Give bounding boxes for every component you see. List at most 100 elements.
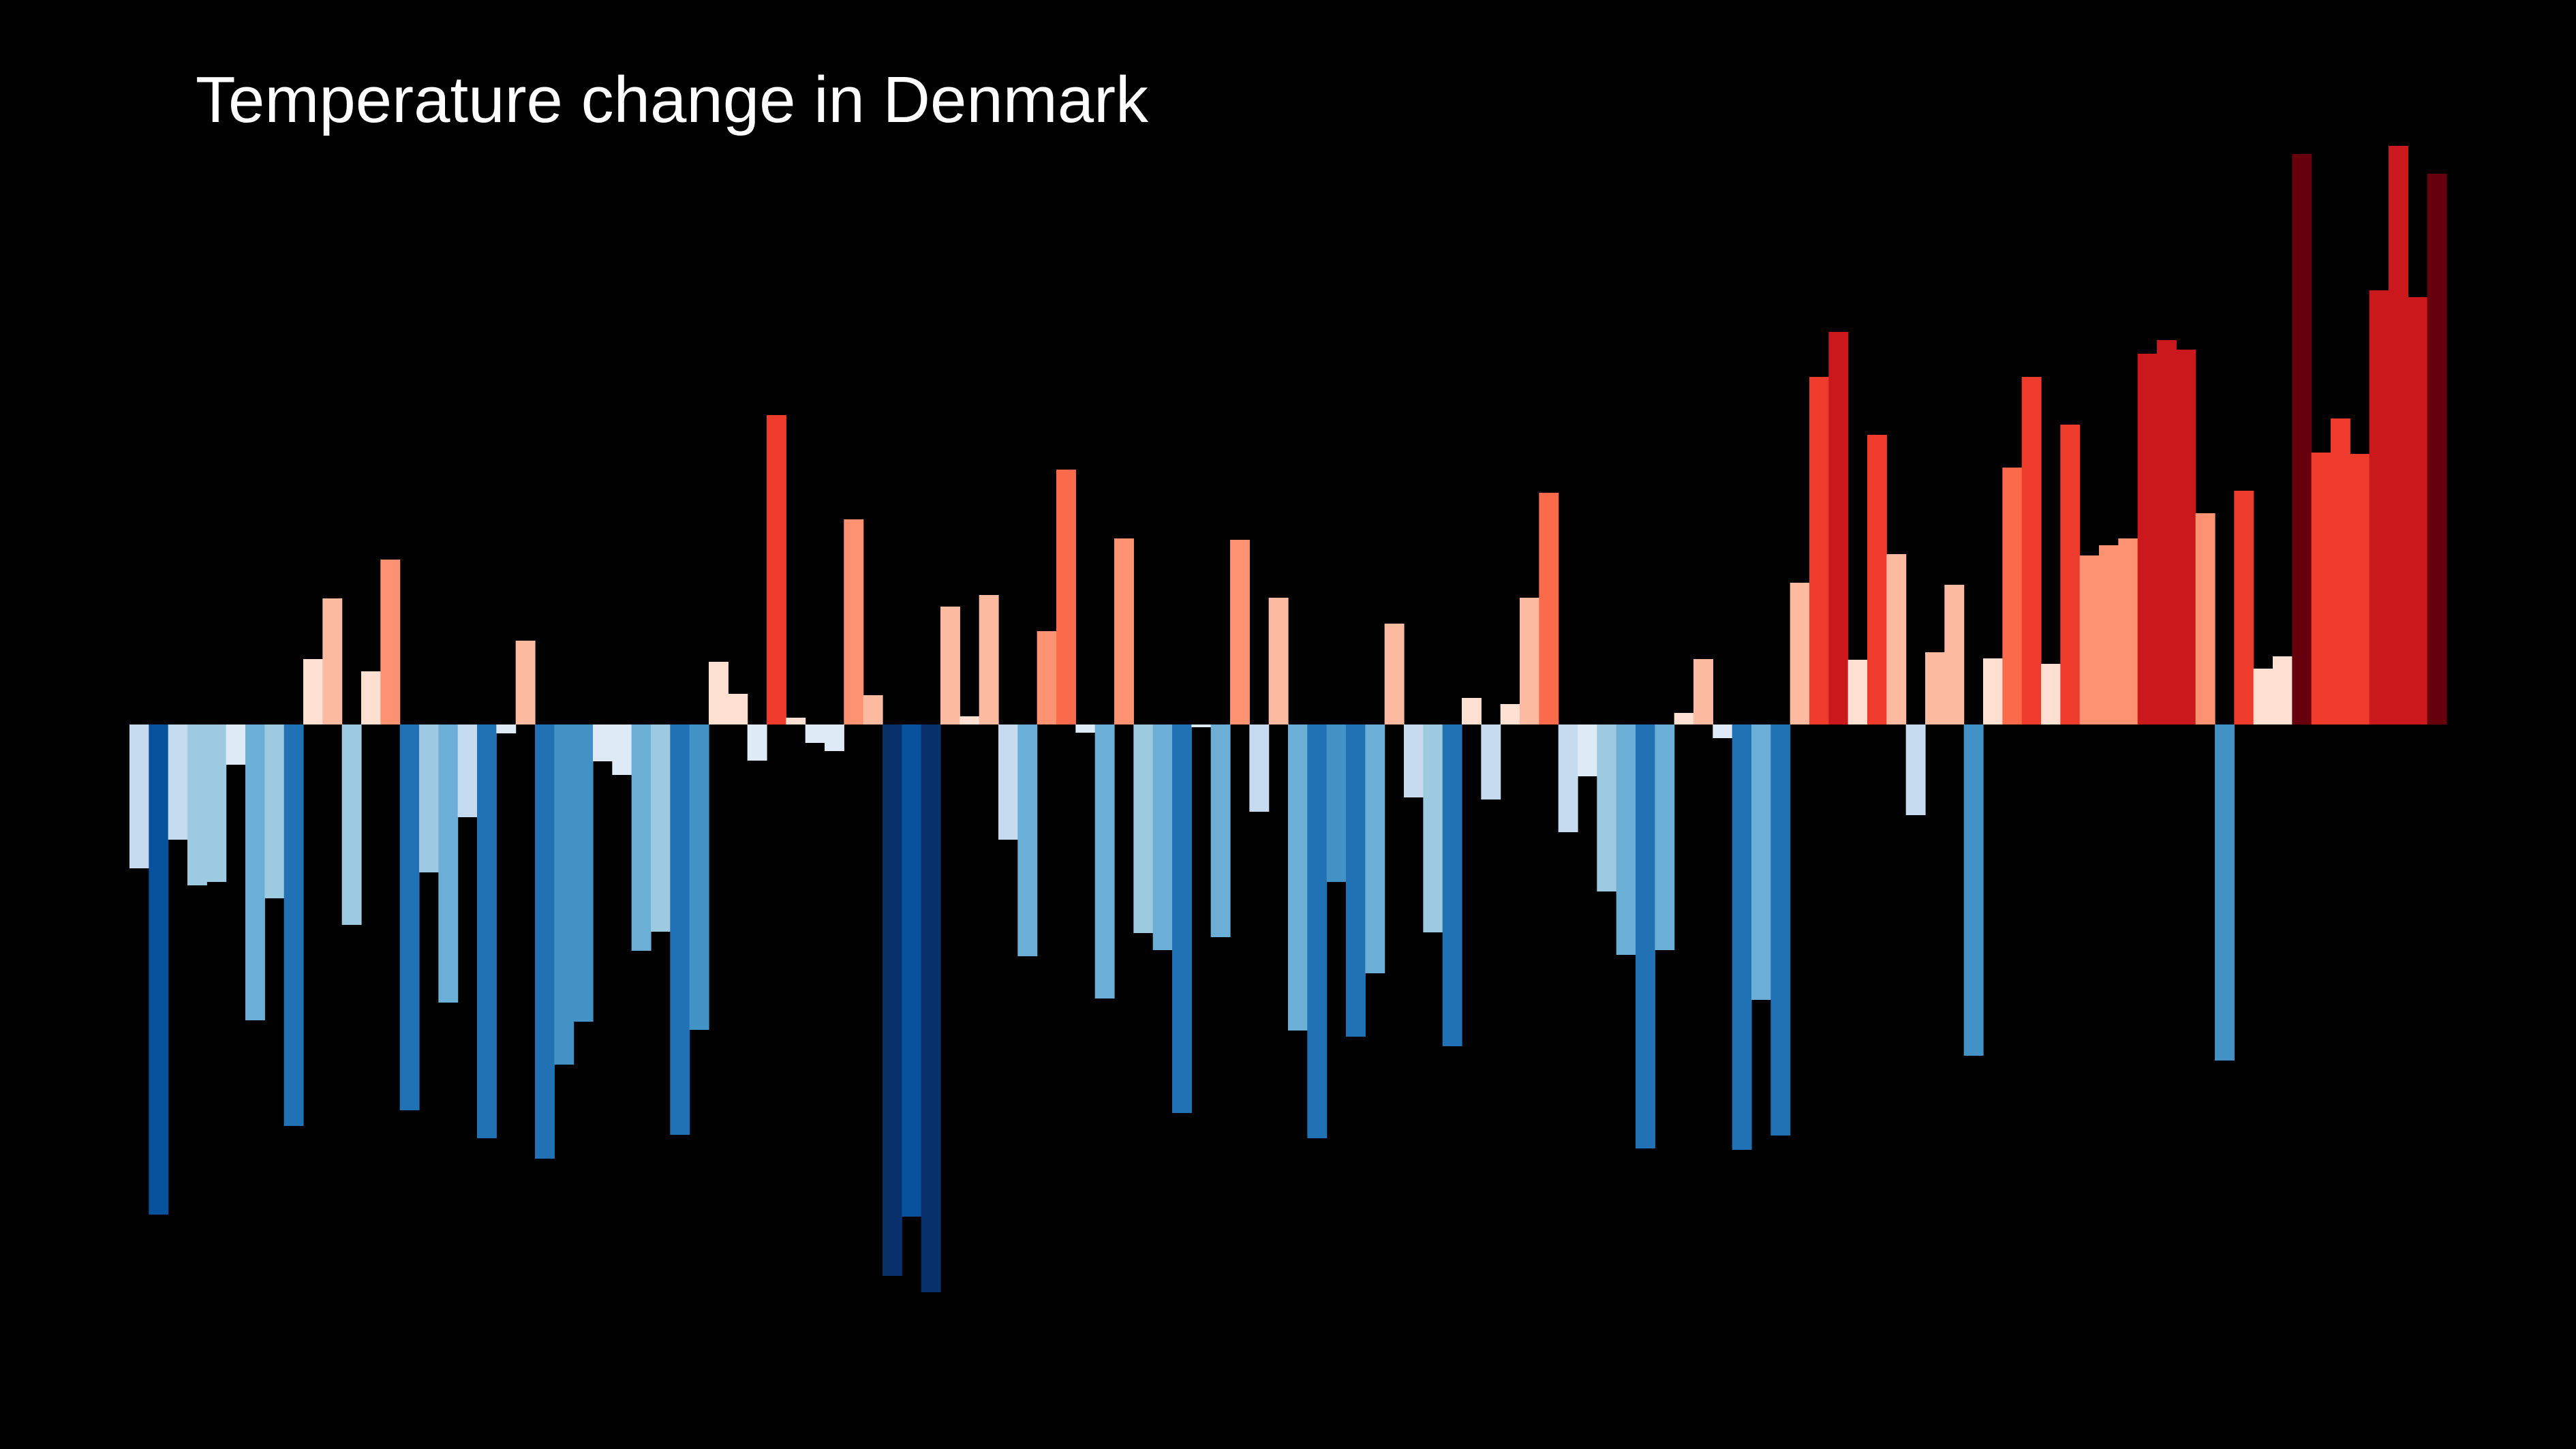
bar-87: [1809, 377, 1829, 724]
bar-48: [1056, 470, 1076, 724]
bar-3: [187, 724, 207, 885]
bar-38: [863, 695, 883, 724]
bar-42: [940, 607, 960, 724]
bar-35: [805, 724, 825, 743]
bar-118: [2408, 297, 2428, 724]
bar-60: [1288, 724, 1308, 1031]
bar-92: [1905, 724, 1926, 815]
bar-18: [477, 724, 497, 1138]
bar-105: [2157, 340, 2177, 724]
bar-43: [960, 716, 980, 724]
bar-119: [2427, 174, 2447, 724]
bar-65: [1384, 624, 1405, 724]
bar-112: [2292, 154, 2312, 724]
bar-34: [786, 718, 806, 724]
bar-37: [844, 519, 864, 724]
bar-95: [1963, 724, 1984, 1056]
bar-25: [612, 724, 632, 775]
bar-19: [496, 724, 517, 733]
bar-16: [438, 724, 459, 1003]
bar-102: [2099, 545, 2119, 724]
bar-15: [419, 724, 439, 872]
bar-109: [2234, 491, 2254, 724]
bar-113: [2311, 453, 2331, 724]
bar-103: [2118, 538, 2138, 724]
bar-59: [1268, 598, 1289, 724]
bar-66: [1404, 724, 1424, 797]
bar-4: [206, 724, 227, 882]
bar-61: [1307, 724, 1328, 1138]
bar-73: [1539, 493, 1559, 724]
bar-53: [1152, 724, 1173, 950]
bar-111: [2273, 656, 2293, 724]
bar-47: [1037, 631, 1057, 724]
bar-98: [2021, 377, 2042, 724]
bar-89: [1847, 660, 1868, 724]
bar-72: [1520, 598, 1539, 724]
bar-68: [1442, 724, 1462, 1046]
bar-5: [226, 724, 246, 765]
bar-8: [283, 724, 304, 1126]
bar-51: [1114, 538, 1134, 724]
bar-27: [651, 724, 671, 932]
bar-75: [1578, 724, 1597, 776]
bar-76: [1597, 724, 1617, 891]
bar-67: [1423, 724, 1443, 932]
bar-63: [1346, 724, 1366, 1037]
bar-56: [1210, 724, 1231, 937]
bar-99: [2041, 664, 2061, 724]
bar-100: [2060, 425, 2081, 724]
bar-107: [2195, 513, 2215, 724]
bar-70: [1481, 724, 1501, 799]
bar-6: [245, 724, 265, 1020]
bar-0: [129, 724, 149, 868]
bar-46: [1017, 724, 1038, 956]
bar-39: [883, 724, 902, 1276]
bar-32: [747, 724, 767, 761]
bar-36: [825, 724, 844, 751]
chart-title: Temperature change in Denmark: [196, 63, 1149, 136]
bar-40: [902, 724, 922, 1217]
bar-93: [1925, 652, 1945, 724]
bar-90: [1867, 435, 1887, 724]
bar-29: [689, 724, 709, 1030]
bar-33: [767, 415, 786, 724]
bar-9: [303, 659, 323, 724]
bar-114: [2331, 418, 2350, 724]
bar-28: [670, 724, 690, 1135]
bar-31: [728, 694, 748, 724]
bar-22: [554, 724, 574, 1065]
bar-13: [380, 560, 401, 724]
bar-81: [1693, 659, 1713, 724]
bar-45: [998, 724, 1018, 840]
bar-58: [1249, 724, 1270, 812]
bar-86: [1790, 583, 1810, 724]
bar-57: [1230, 540, 1250, 724]
bar-7: [264, 724, 285, 898]
bar-97: [2002, 468, 2023, 724]
bar-64: [1365, 724, 1385, 973]
bar-77: [1616, 724, 1636, 955]
bar-104: [2137, 354, 2158, 724]
bar-82: [1713, 724, 1733, 738]
bar-96: [1983, 658, 2003, 724]
bar-110: [2253, 669, 2273, 724]
bar-115: [2350, 454, 2370, 724]
bar-24: [593, 724, 613, 761]
bar-84: [1751, 724, 1771, 1000]
bar-69: [1462, 698, 1482, 724]
bar-117: [2389, 146, 2408, 724]
bar-80: [1674, 713, 1694, 724]
bar-106: [2176, 350, 2196, 724]
bar-10: [322, 598, 343, 724]
bar-2: [168, 724, 188, 840]
bar-71: [1500, 704, 1520, 724]
bar-44: [979, 595, 999, 724]
bar-11: [341, 724, 362, 925]
bar-54: [1172, 724, 1192, 1113]
bar-85: [1770, 724, 1791, 1135]
bar-91: [1886, 554, 1907, 724]
bar-79: [1655, 724, 1675, 950]
